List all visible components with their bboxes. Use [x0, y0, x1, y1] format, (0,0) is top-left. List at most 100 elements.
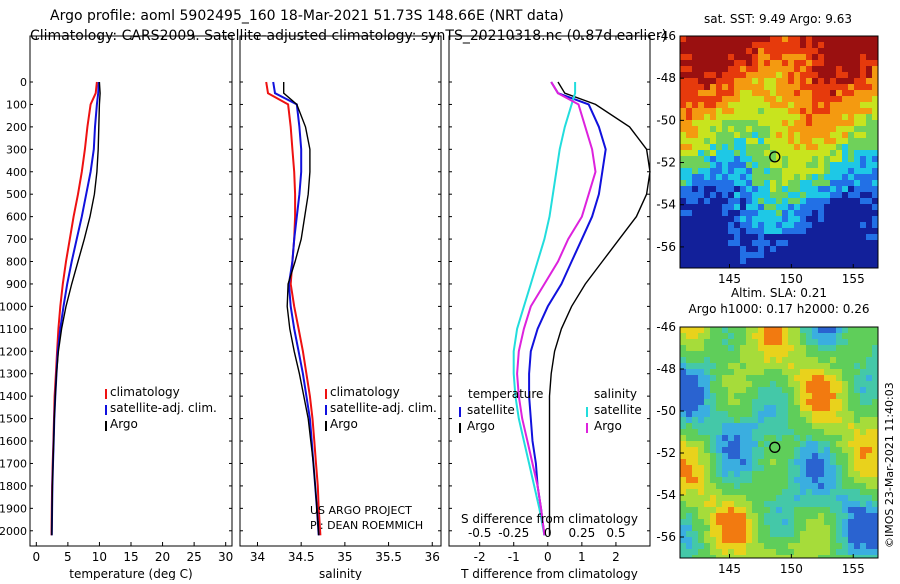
map-cell — [788, 423, 794, 429]
map-cell — [800, 198, 806, 204]
map-cell — [686, 96, 692, 102]
map-cell — [848, 471, 854, 477]
map-cell — [836, 489, 842, 495]
map-cell — [680, 435, 686, 441]
y-tick-label: 500 — [6, 188, 27, 201]
map-cell — [854, 477, 860, 483]
map-cell — [782, 555, 788, 558]
map-cell — [728, 525, 734, 531]
map-cell — [758, 351, 764, 357]
map-cell — [728, 537, 734, 543]
map-cell — [860, 90, 866, 96]
map-cell — [770, 465, 776, 471]
map-cell — [686, 501, 692, 507]
map-cell — [740, 186, 746, 192]
map-cell — [860, 381, 866, 387]
map-cell — [716, 78, 722, 84]
map-cell — [806, 60, 812, 66]
map-cell — [686, 393, 692, 399]
map-cell — [824, 501, 830, 507]
map-cell — [692, 393, 698, 399]
map-cell — [860, 102, 866, 108]
map-cell — [818, 162, 824, 168]
map-cell — [806, 234, 812, 240]
x-tick-label: 10 — [92, 550, 107, 564]
map-cell — [866, 531, 872, 537]
map-cell — [866, 258, 872, 264]
map-cell — [764, 519, 770, 525]
map-cell — [716, 54, 722, 60]
map-cell — [812, 222, 818, 228]
map-cell — [704, 48, 710, 54]
map-cell — [698, 351, 704, 357]
map-cell — [854, 144, 860, 150]
map-cell — [866, 393, 872, 399]
map-cell — [830, 90, 836, 96]
map-cell — [782, 381, 788, 387]
map-cell — [770, 144, 776, 150]
map-cell — [710, 204, 716, 210]
map-cell — [770, 363, 776, 369]
map-cell — [746, 549, 752, 555]
map-cell — [722, 453, 728, 459]
map-cell — [830, 36, 836, 42]
map-cell — [686, 156, 692, 162]
map-cell — [710, 126, 716, 132]
map-cell — [680, 96, 686, 102]
map-cell — [734, 363, 740, 369]
map-cell — [848, 393, 854, 399]
map-cell — [788, 387, 794, 393]
map-cell — [848, 423, 854, 429]
map-cell — [686, 216, 692, 222]
map-cell — [728, 477, 734, 483]
map-cell — [794, 60, 800, 66]
map-cell — [806, 411, 812, 417]
map-cell — [722, 411, 728, 417]
map-cell — [776, 501, 782, 507]
map-cell — [698, 471, 704, 477]
map-cell — [818, 168, 824, 174]
map-cell — [866, 519, 872, 525]
map-cell — [704, 90, 710, 96]
map-cell — [806, 84, 812, 90]
map-cell — [740, 240, 746, 246]
map-cell — [866, 72, 872, 78]
map-cell — [866, 405, 872, 411]
map-cell — [860, 465, 866, 471]
map-cell — [776, 66, 782, 72]
map-cell — [740, 423, 746, 429]
map-cell — [728, 108, 734, 114]
map-y-tick-label: -56 — [656, 530, 676, 544]
map-cell — [734, 489, 740, 495]
map-cell — [824, 405, 830, 411]
map-cell — [824, 423, 830, 429]
map-cell — [848, 375, 854, 381]
map-cell — [842, 393, 848, 399]
map-cell — [710, 192, 716, 198]
map-cell — [686, 369, 692, 375]
map-cell — [716, 126, 722, 132]
map-cell — [806, 387, 812, 393]
map-cell — [722, 423, 728, 429]
map-cell — [836, 471, 842, 477]
map-cell — [686, 108, 692, 114]
map-cell — [794, 210, 800, 216]
map-cell — [788, 72, 794, 78]
map-cell — [848, 495, 854, 501]
map-cell — [800, 36, 806, 42]
map-cell — [800, 78, 806, 84]
map-y-tick-label: -48 — [656, 362, 676, 376]
map-cell — [836, 60, 842, 66]
map-cell — [806, 345, 812, 351]
map-cell — [848, 114, 854, 120]
map-cell — [812, 423, 818, 429]
map-cell — [758, 327, 764, 333]
map-cell — [716, 174, 722, 180]
map-cell — [818, 258, 824, 264]
map-cell — [746, 108, 752, 114]
map-cell — [734, 108, 740, 114]
map-cell — [728, 393, 734, 399]
map-cell — [698, 186, 704, 192]
map-cell — [722, 258, 728, 264]
